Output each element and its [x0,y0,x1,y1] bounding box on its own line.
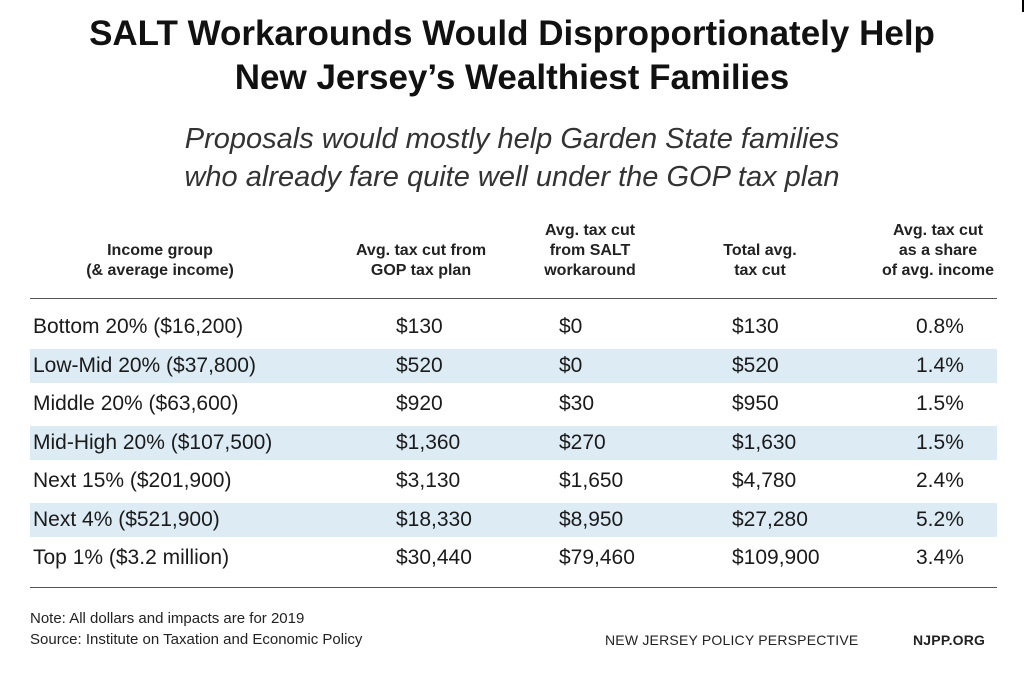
footnote-note: Note: All dollars and impacts are for 20… [30,610,305,627]
column-header-income-group: Income group (& average income) [86,242,234,279]
table-header-rule [30,298,997,299]
share-of-income-cell: 2.4% [916,469,964,492]
salt-tax-cut-cell: $8,950 [559,507,624,531]
salt-tax-cut-cell: $0 [559,315,583,338]
gop-tax-cut-cell: $30,440 [396,546,472,569]
row-next-15: Next 15% ($201,900) $3,130 $1,650 $4,780 2.4… [30,464,997,498]
chart-title: SALT Workarounds Would Disproportionatel… [0,12,1024,100]
org-url: NJPP.ORG [913,632,986,648]
salt-tax-cut-cell: $1,650 [559,469,624,492]
total-tax-cut-cell: $130 [732,315,779,338]
row-bottom-20: Bottom 20% ($16,200) $130 $0 $130 0.8% [30,310,997,344]
total-tax-cut-cell: $4,780 [732,469,797,492]
gop-tax-cut-cell: $520 [396,353,443,377]
income-group-cell: Low-Mid 20% ($37,800) [33,353,256,377]
salt-tax-cut-cell: $30 [559,392,595,415]
chart-subtitle-line-1: Proposals would mostly help Garden State… [184,123,840,155]
salt-tax-cut-cell: $79,460 [559,546,635,569]
gop-tax-cut-cell: $18,330 [396,507,472,531]
income-group-cell: Next 4% ($521,900) [33,507,220,531]
share-of-income-cell: 5.2% [916,507,964,531]
share-of-income-cell: 1.4% [916,353,964,377]
table-bottom-rule [30,587,997,588]
salt-tax-cut-cell: $270 [559,430,606,454]
income-group-cell: Middle 20% ($63,600) [33,392,239,415]
chart-title-line-1: SALT Workarounds Would Disproportionatel… [89,14,935,53]
gop-tax-cut-cell: $3,130 [396,469,461,492]
share-of-income-cell: 3.4% [916,546,964,569]
row-middle-20: Middle 20% ($63,600) $920 $30 $950 1.5% [30,387,997,421]
gop-tax-cut-cell: $1,360 [396,430,461,454]
gop-tax-cut-cell: $130 [396,315,443,338]
column-header-total-tax-cut: Total avg. tax cut [723,242,797,279]
row-top-1: Top 1% ($3.2 million) $30,440 $79,460 $109,… [30,541,997,575]
income-group-cell: Top 1% ($3.2 million) [33,546,230,569]
total-tax-cut-cell: $109,900 [732,546,820,569]
total-tax-cut-cell: $27,280 [732,507,808,531]
corner-mark [1022,0,1024,12]
total-tax-cut-cell: $520 [732,353,779,377]
income-group-cell: Next 15% ($201,900) [33,469,232,492]
total-tax-cut-cell: $950 [732,392,779,415]
row-mid-high-20: Mid-High 20% ($107,500) $1,360 $270 $1,630 1… [30,425,997,460]
share-of-income-cell: 0.8% [916,315,964,338]
column-header-salt-tax-cut: Avg. tax cut from SALT workaround [544,222,636,279]
row-next-4: Next 4% ($521,900) $18,330 $8,950 $27,280 5.… [30,502,997,537]
footnote-source: Source: Institute on Taxation and Econom… [30,631,363,648]
org-name: NEW JERSEY POLICY PERSPECTIVE [605,632,859,648]
salt-tax-cut-cell: $0 [559,353,583,377]
share-of-income-cell: 1.5% [916,392,964,415]
chart-subtitle-line-2: who already fare quite well under the GO… [184,161,840,193]
total-tax-cut-cell: $1,630 [732,430,797,454]
column-header-gop-tax-cut: Avg. tax cut from GOP tax plan [355,242,487,279]
income-group-cell: Bottom 20% ($16,200) [33,315,244,338]
row-low-mid-20: Low-Mid 20% ($37,800) $520 $0 $520 1.4% [30,348,997,383]
gop-tax-cut-cell: $920 [396,392,443,415]
column-header-share-of-income: Avg. tax cut as a share of avg. income [881,222,995,279]
chart-subtitle: Proposals would mostly help Garden State… [0,120,1024,196]
chart-title-line-2: New Jersey’s Wealthiest Families [234,58,790,97]
income-group-cell: Mid-High 20% ($107,500) [33,430,273,454]
share-of-income-cell: 1.5% [916,430,964,454]
